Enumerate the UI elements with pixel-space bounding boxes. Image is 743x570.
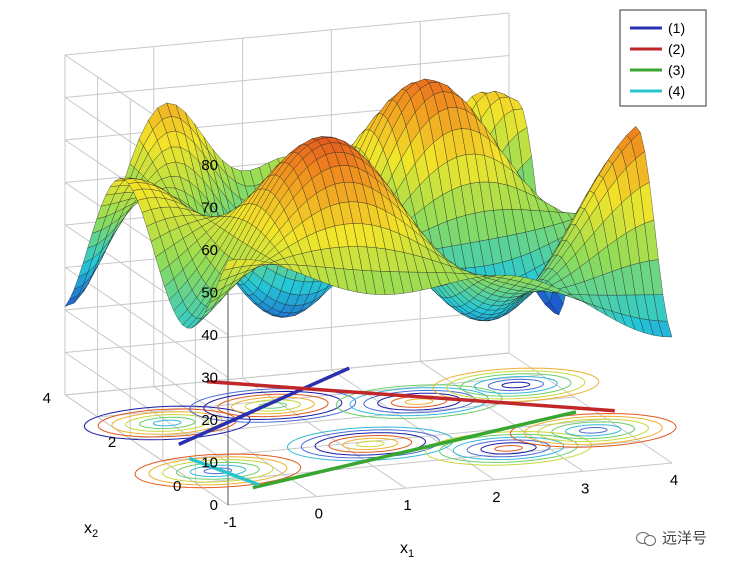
contour-line xyxy=(523,415,663,445)
contour-line xyxy=(460,373,572,397)
z-tick-label: 10 xyxy=(201,455,218,472)
contour-line xyxy=(480,442,537,455)
contour-line xyxy=(203,390,343,421)
wechat-logo-icon xyxy=(636,530,656,546)
x2-axis-ticks: 0 2 4 xyxy=(43,390,182,495)
contour-line xyxy=(83,405,251,441)
contour-line xyxy=(162,459,274,483)
contour-line xyxy=(452,436,565,461)
contour-line xyxy=(152,419,182,427)
contour-line xyxy=(537,418,650,443)
contour-line xyxy=(286,426,454,462)
contour-line xyxy=(551,421,636,440)
x1-tick-label: 2 xyxy=(492,489,500,506)
legend-label: (2) xyxy=(668,41,685,57)
x1-axis-label: x1 xyxy=(400,540,414,560)
path-line xyxy=(188,456,260,487)
contour-line xyxy=(97,408,237,438)
contour-line xyxy=(335,384,503,420)
contour-line xyxy=(565,424,622,437)
contour-line xyxy=(148,456,288,486)
z-axis-ticks: 0 10 20 30 40 50 60 70 80 xyxy=(201,157,218,514)
legend-label: (1) xyxy=(668,20,685,36)
path-line xyxy=(178,366,350,446)
contour-line xyxy=(404,398,434,405)
contour-line xyxy=(487,378,545,392)
z-tick-label: 30 xyxy=(201,370,218,387)
contour-plot xyxy=(83,367,677,489)
contour-line xyxy=(363,389,475,414)
contour-line xyxy=(473,375,558,394)
path-line xyxy=(206,379,615,413)
legend-label: (3) xyxy=(668,62,685,78)
contour-line xyxy=(501,381,531,389)
contour-line xyxy=(111,411,223,435)
contour-line xyxy=(349,387,489,417)
legend: (1) (2) (3) (4) xyxy=(619,9,707,107)
contour-line xyxy=(328,434,413,453)
contour-line xyxy=(125,413,210,432)
x2-tick-label: 4 xyxy=(43,390,51,407)
z-tick-label: 40 xyxy=(201,327,218,344)
contour-line xyxy=(342,437,399,451)
x1-axis-ticks: -1 0 1 2 3 4 xyxy=(223,472,678,531)
contour-line xyxy=(377,392,462,411)
watermark: 远洋号 xyxy=(636,527,707,548)
contour-line xyxy=(509,412,677,448)
contour-line xyxy=(425,430,593,466)
z-tick-label: 20 xyxy=(201,412,218,429)
x1-tick-label: 0 xyxy=(315,506,323,523)
contour-line xyxy=(432,367,600,403)
contour-line xyxy=(134,453,302,489)
z-tick-label: 80 xyxy=(201,157,218,174)
path-series xyxy=(178,366,615,490)
path-line xyxy=(252,410,577,490)
contour-line xyxy=(355,440,385,448)
x2-tick-label: 2 xyxy=(108,434,116,451)
contour-line xyxy=(446,370,586,400)
contour-line xyxy=(494,445,523,452)
z-tick-label: 0 xyxy=(210,497,218,514)
contour-line xyxy=(189,464,247,478)
legend-label: (4) xyxy=(668,83,685,99)
x1-tick-label: 4 xyxy=(670,472,678,489)
contour-line xyxy=(138,416,196,430)
x2-tick-label: 0 xyxy=(173,478,181,495)
z-tick-label: 50 xyxy=(201,285,218,302)
x1-tick-label: 1 xyxy=(403,497,411,514)
z-tick-label: 60 xyxy=(201,242,218,259)
x1-tick-label: -1 xyxy=(223,514,236,531)
contour-line xyxy=(300,429,440,459)
z-tick-label: 70 xyxy=(201,200,218,217)
contour-line xyxy=(175,461,260,480)
contour-line xyxy=(578,427,608,434)
surface-mesh xyxy=(64,78,673,338)
x1-tick-label: 3 xyxy=(581,480,589,497)
x2-axis-label: x2 xyxy=(84,520,98,540)
contour-line xyxy=(438,433,579,463)
